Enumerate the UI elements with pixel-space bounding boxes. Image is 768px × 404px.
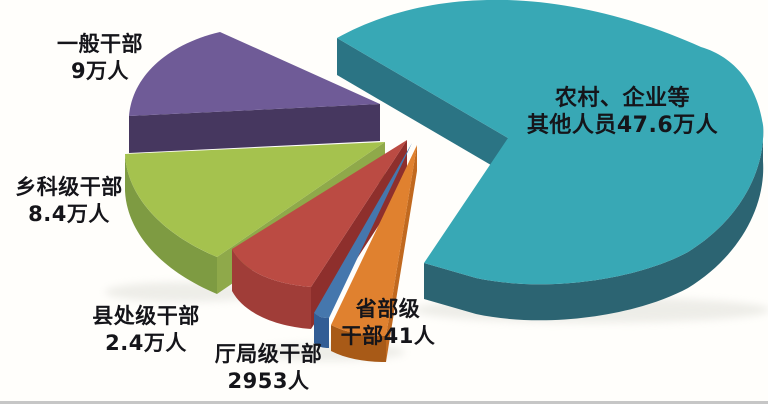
callout-rural-others: 农村、企业等 其他人员47.6万人 (505, 85, 740, 139)
callout-provincial-level-line1: 省部级 (355, 297, 421, 321)
slice-provincial-level-top (331, 145, 417, 336)
slice-general-cadres-top (129, 32, 380, 116)
callout-general-cadres-line2: 9万人 (70, 59, 130, 83)
slice-bureau-level-top (314, 143, 412, 318)
callout-general-cadres-line1: 一般干部 (57, 32, 143, 56)
slice-county-level-top (232, 140, 407, 287)
callout-county-level-line1: 县处级干部 (92, 304, 200, 328)
slice-county-level-wall (232, 249, 311, 329)
slice-provincial-level-cutface (386, 145, 417, 362)
callout-provincial-level-line2: 干部41人 (340, 324, 436, 348)
slice-rural-others-wall (424, 125, 764, 321)
callout-general-cadres: 一般干部 9万人 (25, 31, 175, 85)
callout-bureau-level-line1: 厅局级干部 (214, 342, 323, 366)
callout-township-level: 乡科级干部 8.4万人 (0, 174, 138, 228)
slice-rural-others-top (337, 0, 764, 285)
callout-county-level-line2: 2.4万人 (105, 331, 187, 355)
callout-rural-others-line2: 其他人员47.6万人 (526, 113, 719, 138)
callout-township-level-line1: 乡科级干部 (15, 175, 123, 199)
callout-bureau-level: 厅局级干部 2953人 (196, 341, 341, 395)
callout-bureau-level-line2: 2953人 (227, 369, 310, 393)
slice-rural-others-cutface (337, 38, 508, 175)
callout-township-level-line2: 8.4万人 (28, 202, 110, 226)
callout-rural-others-line1: 农村、企业等 (554, 86, 690, 111)
callout-provincial-level: 省部级 干部41人 (318, 296, 458, 350)
slice-township-level-wall (125, 154, 217, 294)
slice-general-cadres-cutface (129, 104, 380, 153)
callout-county-level: 县处级干部 2.4万人 (75, 303, 217, 357)
slice-provincial-level-wall (331, 325, 386, 362)
slice-township-level-top (125, 142, 385, 257)
slice-bureau-level-wall (314, 313, 329, 348)
bottom-divider (0, 401, 768, 404)
